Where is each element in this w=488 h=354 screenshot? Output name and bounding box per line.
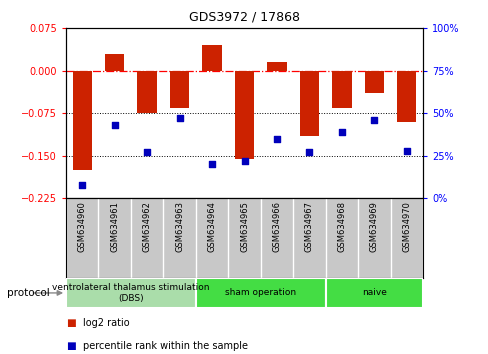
Text: GSM634964: GSM634964 <box>207 201 216 251</box>
Bar <box>396 71 416 122</box>
Text: naive: naive <box>361 289 386 297</box>
Bar <box>72 71 92 170</box>
Point <box>240 158 248 164</box>
Point <box>402 148 410 154</box>
Text: GSM634967: GSM634967 <box>305 201 313 252</box>
Bar <box>234 71 254 159</box>
Point <box>369 117 377 123</box>
Bar <box>169 71 189 108</box>
Bar <box>195 278 325 308</box>
Point <box>111 122 119 128</box>
Text: GSM634961: GSM634961 <box>110 201 119 251</box>
Bar <box>364 71 383 93</box>
Bar <box>266 62 286 71</box>
Point <box>337 129 345 135</box>
Text: GSM634968: GSM634968 <box>337 201 346 252</box>
Text: ■: ■ <box>66 341 76 351</box>
Text: sham operation: sham operation <box>224 289 296 297</box>
Text: ■: ■ <box>66 318 76 328</box>
Text: log2 ratio: log2 ratio <box>83 318 129 328</box>
Text: ventrolateral thalamus stimulation
(DBS): ventrolateral thalamus stimulation (DBS) <box>52 283 209 303</box>
Text: GSM634966: GSM634966 <box>272 201 281 252</box>
Bar <box>331 71 351 108</box>
Text: GSM634962: GSM634962 <box>142 201 151 251</box>
Text: GSM634963: GSM634963 <box>175 201 183 252</box>
Bar <box>325 278 422 308</box>
Text: percentile rank within the sample: percentile rank within the sample <box>83 341 247 351</box>
Bar <box>202 45 222 71</box>
Text: GSM634969: GSM634969 <box>369 201 378 251</box>
Bar <box>299 71 319 136</box>
Text: GDS3972 / 17868: GDS3972 / 17868 <box>189 11 299 24</box>
Text: GSM634960: GSM634960 <box>78 201 86 251</box>
Bar <box>105 54 124 71</box>
Text: GSM634970: GSM634970 <box>402 201 410 251</box>
Text: protocol: protocol <box>7 288 50 298</box>
Bar <box>66 278 195 308</box>
Point <box>272 136 280 142</box>
Point <box>143 149 151 155</box>
Point <box>175 115 183 121</box>
Point <box>78 182 86 188</box>
Point <box>305 149 313 155</box>
Bar <box>137 71 157 113</box>
Text: GSM634965: GSM634965 <box>240 201 248 251</box>
Point <box>208 161 216 167</box>
